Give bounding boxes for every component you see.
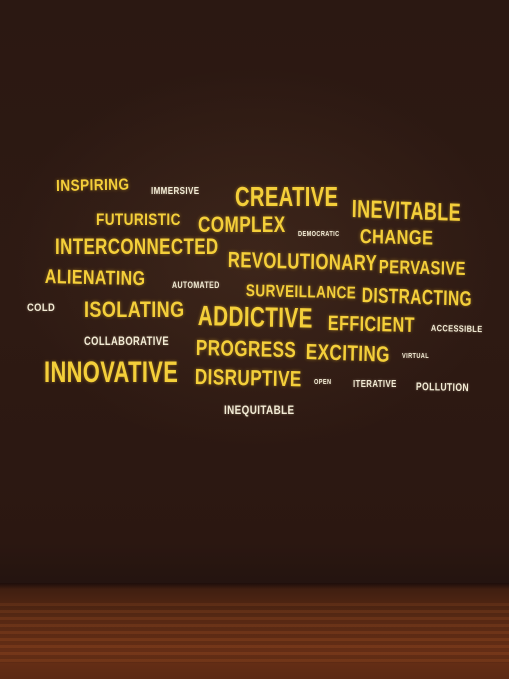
word-open: OPEN [314,379,332,386]
word-virtual: VIRTUAL [402,353,430,360]
word-distracting: DISTRACTING [361,284,473,311]
word-exciting: EXCITING [305,339,391,367]
word-interconnected: INTERCONNECTED [55,234,219,259]
word-inspiring: INSPIRING [55,176,130,195]
word-efficient: EFFICIENT [327,312,416,337]
word-pervasive: PERVASIVE [378,257,466,280]
word-progress: PROGRESS [195,335,297,363]
word-pollution: POLLUTION [415,381,470,395]
word-automated: AUTOMATED [172,280,220,290]
word-inequitable: INEQUITABLE [224,403,295,417]
word-innovative: INNOVATIVE [44,356,179,389]
word-addictive: ADDICTIVE [197,300,314,334]
word-collaborative: COLLABORATIVE [84,334,169,348]
word-change: CHANGE [359,226,434,250]
word-isolating: ISOLATING [84,297,185,322]
word-revolutionary: REVOLUTIONARY [227,247,378,276]
word-creative: CREATIVE [235,181,339,212]
word-alienating: ALIENATING [44,266,146,291]
word-immersive: IMMERSIVE [151,186,200,197]
word-disruptive: DISRUPTIVE [194,364,302,392]
word-inevitable: INEVITABLE [351,195,462,227]
word-cold: COLD [27,302,56,314]
word-surveillance: SURVEILLANCE [245,281,357,303]
word-futuristic: FUTURISTIC [96,210,181,229]
wooden-floor [0,583,509,679]
word-complex: COMPLEX [198,212,286,237]
word-iterative: ITERATIVE [353,379,397,390]
word-democratic: DEMOCRATIC [298,231,340,238]
word-accessible: ACCESSIBLE [430,323,483,335]
